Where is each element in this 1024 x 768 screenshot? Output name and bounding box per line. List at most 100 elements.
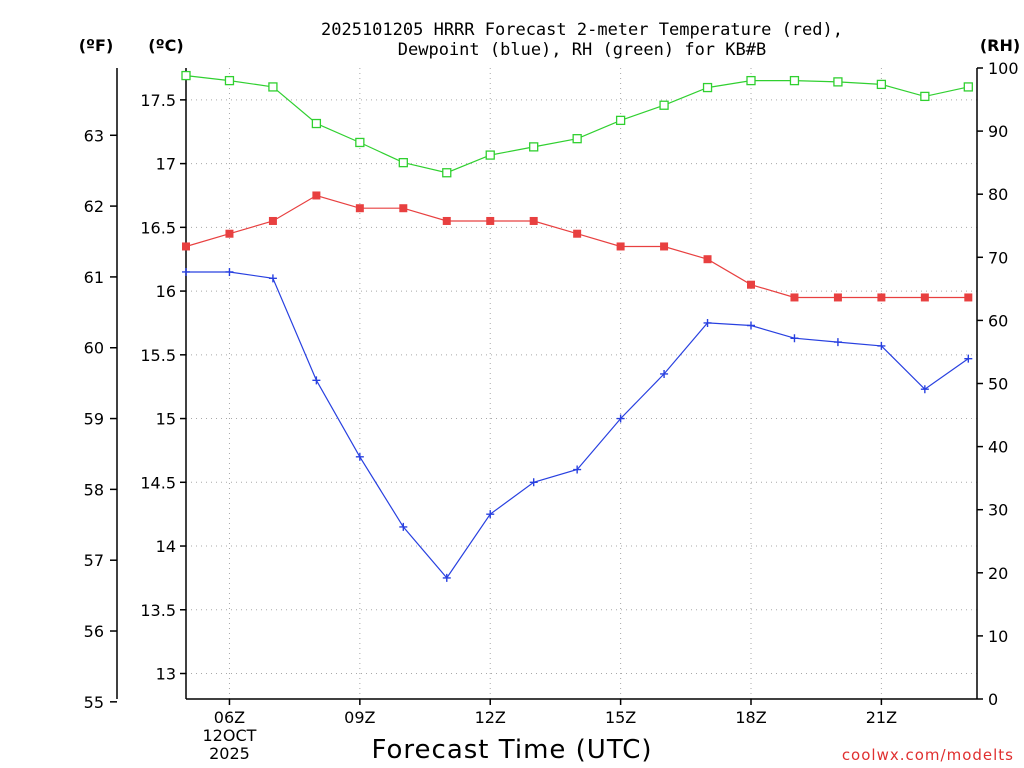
temperature-point <box>268 216 277 225</box>
temperature-point <box>225 229 234 238</box>
rh-point <box>876 79 887 90</box>
rh-tick-label: 80 <box>988 185 1008 204</box>
fahrenheit-tick-label: 55 <box>84 693 104 712</box>
temperature-point <box>182 242 190 251</box>
dewpoint-point <box>920 385 929 394</box>
dewpoint-point <box>529 478 538 487</box>
rh-line <box>185 75 969 174</box>
dewpoint-point <box>877 341 886 350</box>
rh-tick-label: 100 <box>988 59 1019 78</box>
celsius-tick-label: 14.5 <box>140 473 176 492</box>
dewpoint-point <box>573 465 582 474</box>
temperature-point <box>616 242 625 251</box>
chart-title-line2: Dewpoint (blue), RH (green) for KB#B <box>398 40 766 60</box>
x-date-label: 12OCT <box>203 726 257 745</box>
dewpoint-point <box>355 452 364 461</box>
dewpoint-point <box>312 376 321 385</box>
rh-point <box>355 137 365 148</box>
temperature-point <box>660 242 669 251</box>
temperature-point <box>877 293 886 302</box>
watermark: coolwx.com/modelts <box>842 746 1014 764</box>
rh-point <box>833 77 843 87</box>
celsius-tick-label: 13.5 <box>140 601 176 620</box>
dewpoint-point <box>833 338 842 347</box>
rh-tick-label: 50 <box>988 375 1008 394</box>
fahrenheit-tick-label: 58 <box>84 480 104 499</box>
rh-unit-label: (RH) <box>980 36 1020 55</box>
dewpoint-point <box>747 321 755 330</box>
dewpoint-point <box>486 510 495 519</box>
rh-tick-label: 10 <box>988 627 1008 646</box>
dewpoint-line <box>186 271 969 579</box>
temperature-point <box>833 293 842 302</box>
x-year-label: 2025 <box>209 744 250 763</box>
x-axis-label: Forecast Time (UTC) <box>371 735 652 765</box>
temperature-point <box>573 229 582 238</box>
rh-tick-label: 0 <box>988 690 998 709</box>
rh-point <box>485 150 495 160</box>
axes <box>116 68 978 700</box>
x-tick-label: 12Z <box>475 708 506 727</box>
rh-tick-label: 30 <box>988 501 1008 520</box>
dewpoint-point <box>616 414 625 423</box>
celsius-tick-label: 16 <box>156 282 176 301</box>
temperature-point <box>442 216 451 225</box>
rh-tick-label: 60 <box>988 311 1008 330</box>
celsius-tick-label: 16.5 <box>140 218 176 237</box>
celsius-tick-label: 14 <box>156 537 176 556</box>
fahrenheit-tick-label: 61 <box>84 268 104 287</box>
rh-point <box>268 82 278 92</box>
rh-point <box>311 118 322 129</box>
temperature-line <box>185 194 969 299</box>
fahrenheit-tick-label: 60 <box>84 339 104 358</box>
celsius-tick-label: 17.5 <box>140 91 176 110</box>
celsius-tick-label: 17 <box>156 155 176 174</box>
temperature-point <box>529 216 538 225</box>
axis-ticks: 13 13.5 14 14.5 15 15.5 16 16.5 17 17.5 55 56 57 58 59… <box>84 59 1019 763</box>
fahrenheit-tick-label: 63 <box>84 126 104 145</box>
x-tick-label: 18Z <box>735 708 766 727</box>
rh-point <box>659 100 669 110</box>
rh-point <box>181 70 191 81</box>
fahrenheit-tick-label: 59 <box>84 410 104 429</box>
fahrenheit-tick-label: 57 <box>84 551 104 570</box>
x-tick-label: 06Z <box>214 708 245 727</box>
x-tick-label: 15Z <box>605 708 636 727</box>
rh-point <box>224 75 235 86</box>
x-tick-label: 21Z <box>866 708 897 727</box>
grid-lines <box>186 68 977 699</box>
rh-tick-label: 20 <box>988 564 1008 583</box>
dewpoint-point <box>790 334 799 343</box>
rh-tick-label: 90 <box>988 122 1008 141</box>
rh-point <box>963 82 973 92</box>
celsius-unit-label: (ºC) <box>148 36 183 55</box>
dewpoint-point <box>660 369 669 378</box>
dewpoint-point <box>442 573 451 582</box>
rh-point <box>789 75 800 86</box>
temperature-point <box>747 280 755 289</box>
rh-point <box>746 75 756 86</box>
temperature-point <box>312 191 321 200</box>
temperature-point <box>355 204 364 213</box>
rh-point <box>398 157 408 168</box>
rh-point <box>702 82 713 93</box>
fahrenheit-unit-label: (ºF) <box>79 36 114 55</box>
dewpoint-point <box>182 267 190 276</box>
rh-point <box>920 91 930 102</box>
celsius-tick-label: 15 <box>156 410 176 429</box>
dewpoint-point <box>268 274 277 283</box>
dewpoint-point <box>399 522 408 531</box>
rh-point <box>615 115 626 126</box>
temperature-point <box>964 293 973 302</box>
rh-tick-label: 40 <box>988 438 1008 457</box>
x-tick-label: 09Z <box>344 708 375 727</box>
celsius-tick-label: 15.5 <box>140 346 176 365</box>
rh-point <box>442 168 452 178</box>
dewpoint-point <box>225 267 234 276</box>
dewpoint-point <box>703 318 712 327</box>
temperature-point <box>486 216 495 225</box>
chart-title-line1: 2025101205 HRRR Forecast 2-meter Tempera… <box>321 20 843 40</box>
temperature-point <box>790 293 799 302</box>
temperature-point <box>703 255 712 264</box>
